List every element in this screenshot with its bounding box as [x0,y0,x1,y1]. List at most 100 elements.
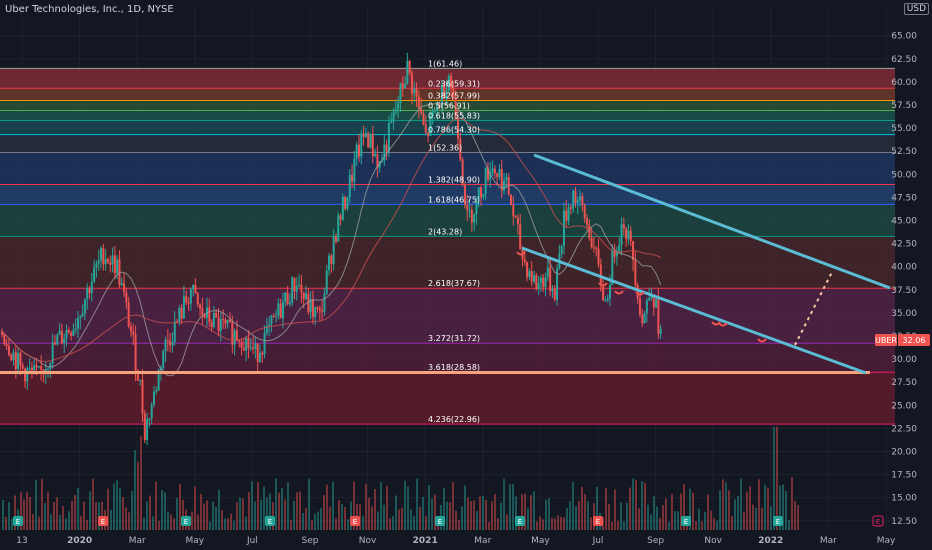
chart-title: Uber Technologies, Inc., 1D, NYSE [5,4,174,15]
volume-bar [554,518,556,530]
volume-bar [725,482,727,530]
candle-body [330,255,333,264]
volume-bar [716,520,718,530]
volume-bar [473,500,475,530]
y-tick-label: 60.00 [891,78,917,88]
volume-bar [764,484,766,530]
fib-label: 1.382(48.90) [428,175,480,184]
candle-body [470,209,473,223]
candle-body [622,224,625,229]
volume-bar [761,507,763,530]
volume-bar [500,502,502,530]
volume-bar [674,511,676,530]
volume-bar [122,497,124,530]
volume-bar [383,504,385,530]
candle-body [609,284,612,299]
channel-upper-line [533,153,891,290]
candle-body [484,167,487,195]
volume-bar [515,496,517,530]
volume-bar [536,521,538,530]
volume-bar [128,512,130,530]
volume-bar [530,495,532,530]
candle-body [182,296,185,319]
volume-bar [452,482,454,530]
candle-body [60,330,63,344]
candle-body [203,314,206,318]
candle-body [93,267,96,282]
earnings-marker-letter: E [438,518,442,526]
fib-label: 0.618(55.83) [428,111,480,120]
volume-bar [542,519,544,530]
volume-bar [479,496,481,530]
candle-body [240,341,243,348]
fib-label: 2(43.28) [428,227,462,236]
y-tick-label: 55.00 [891,124,917,134]
volume-bar [731,516,733,530]
candle-body [602,285,605,301]
candle-body [247,338,250,349]
volume-bar [269,493,271,530]
volume-bar [26,491,28,530]
candle-body [542,277,545,288]
candle-body [392,112,395,122]
candle-body [583,204,586,219]
candle-body [109,262,112,265]
candle-body [275,315,278,317]
volume-bar [626,502,628,530]
volume-bar [176,497,178,530]
volume-bar [350,501,352,530]
volume-bar [584,494,586,530]
candle-body [51,342,54,364]
volume-bar [299,491,301,530]
moving-average-line [1,103,662,377]
earnings-marker-letter: E [876,518,880,526]
earnings-marker-letter: E [101,518,105,526]
candle-body [215,312,218,318]
volume-bar [692,492,694,530]
candle-body [491,168,494,173]
candle-body [339,215,342,220]
y-tick-label: 62.50 [891,55,917,65]
candle-body [189,289,192,304]
candle-body [590,237,593,248]
candle-body [157,370,160,391]
earnings-marker-letter: E [184,518,188,526]
candle-body [360,133,363,157]
candle-body [526,261,529,278]
candle-body [256,343,259,362]
candle-body [539,277,542,284]
candle-body [438,104,441,108]
candle-body [417,96,420,109]
volume-bar [308,478,310,530]
moving-average-line [1,117,661,362]
volume-bar [2,499,4,530]
candle-body [346,197,349,209]
fib-label: 2.618(37.67) [428,279,480,288]
fib-label: 0.5(56.91) [428,101,470,110]
volume-bar [611,521,613,530]
candle-body [655,299,658,308]
candle-body [433,110,436,112]
volume-bar [656,506,658,530]
x-tick-label: May [185,536,204,546]
volume-bar [641,481,643,530]
currency-badge[interactable]: USD [903,3,929,15]
candle-body [341,196,344,220]
volume-bar [83,501,85,530]
candle-body [67,330,70,333]
volume-bar [461,506,463,530]
time-axis-bg [0,530,932,550]
candle-body [399,83,402,103]
candle-body [201,308,204,315]
volume-bar [752,504,754,530]
volume-bar [98,502,100,530]
candle-body [222,319,225,321]
fib-label: 0.236(59.31) [428,79,480,88]
candle-body [111,255,114,265]
y-tick-label: 57.50 [891,101,917,111]
candle-body [445,90,448,99]
candle-body [482,194,485,198]
volume-bar [560,516,562,530]
candle-body [620,224,623,245]
